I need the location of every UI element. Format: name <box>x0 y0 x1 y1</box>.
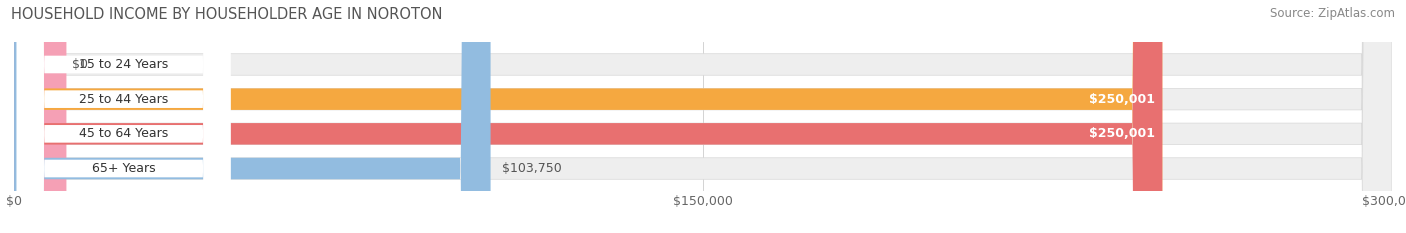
Text: $103,750: $103,750 <box>502 162 561 175</box>
FancyBboxPatch shape <box>14 0 1163 233</box>
FancyBboxPatch shape <box>17 0 231 233</box>
Text: $0: $0 <box>72 58 89 71</box>
Text: Source: ZipAtlas.com: Source: ZipAtlas.com <box>1270 7 1395 20</box>
Text: 25 to 44 Years: 25 to 44 Years <box>79 93 169 106</box>
FancyBboxPatch shape <box>14 0 1163 233</box>
FancyBboxPatch shape <box>14 0 1392 233</box>
FancyBboxPatch shape <box>14 0 1392 233</box>
FancyBboxPatch shape <box>14 0 1392 233</box>
Text: HOUSEHOLD INCOME BY HOUSEHOLDER AGE IN NOROTON: HOUSEHOLD INCOME BY HOUSEHOLDER AGE IN N… <box>11 7 443 22</box>
FancyBboxPatch shape <box>14 0 66 233</box>
FancyBboxPatch shape <box>14 0 1392 233</box>
Text: 45 to 64 Years: 45 to 64 Years <box>79 127 169 140</box>
FancyBboxPatch shape <box>17 0 231 233</box>
Text: 15 to 24 Years: 15 to 24 Years <box>79 58 169 71</box>
Text: $250,001: $250,001 <box>1090 93 1156 106</box>
Text: 65+ Years: 65+ Years <box>91 162 156 175</box>
FancyBboxPatch shape <box>17 0 231 233</box>
FancyBboxPatch shape <box>14 0 491 233</box>
Text: $250,001: $250,001 <box>1090 127 1156 140</box>
FancyBboxPatch shape <box>17 0 231 233</box>
